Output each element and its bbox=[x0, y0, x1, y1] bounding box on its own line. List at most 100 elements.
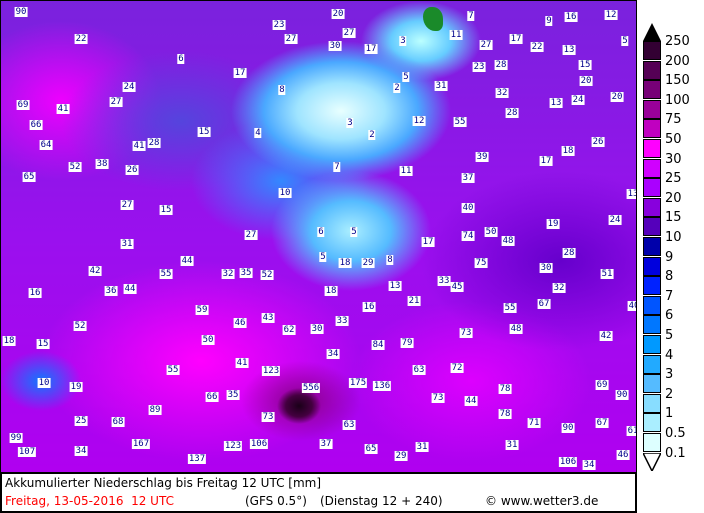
precip-value-label: 34 bbox=[326, 349, 340, 359]
legend-level-label: 6 bbox=[665, 308, 674, 324]
legend-level-label: 1 bbox=[665, 406, 674, 422]
precip-value-label: 24 bbox=[608, 215, 622, 225]
legend-level-label: 2 bbox=[665, 386, 674, 402]
legend-swatch bbox=[643, 158, 661, 178]
legend-level-label: 10 bbox=[665, 230, 682, 245]
precip-value-label: 37 bbox=[319, 439, 333, 449]
precip-value-label: 37 bbox=[461, 173, 475, 183]
precip-value-label: 17 bbox=[364, 44, 378, 54]
island-marker bbox=[423, 7, 443, 31]
precip-value-label: 78 bbox=[498, 409, 512, 419]
legend-swatch bbox=[643, 197, 661, 217]
legend-swatch bbox=[643, 139, 661, 158]
precip-value-label: 63 bbox=[412, 365, 426, 375]
precip-value-label: 12 bbox=[604, 10, 618, 20]
copyright: © www.wetter3.de bbox=[485, 494, 599, 508]
legend-swatch bbox=[643, 80, 661, 100]
precip-value-label: 13 bbox=[388, 281, 402, 291]
precip-value-label: 123 bbox=[223, 441, 243, 451]
legend-swatch bbox=[643, 393, 661, 413]
precip-value-label: 72 bbox=[450, 363, 464, 373]
precip-value-label: 17 bbox=[233, 68, 247, 78]
precip-value-label: 9 bbox=[545, 16, 553, 26]
precip-value-label: 51 bbox=[600, 269, 614, 279]
precip-value-label: 25 bbox=[74, 416, 88, 426]
precip-value-label: 3 bbox=[346, 118, 354, 128]
precip-value-label: 65 bbox=[22, 172, 36, 182]
precip-value-label: 42 bbox=[88, 266, 102, 276]
precip-value-label: 68 bbox=[111, 417, 125, 427]
precip-value-label: 32 bbox=[221, 269, 235, 279]
precip-value-label: 16 bbox=[564, 12, 578, 22]
precip-value-label: 16 bbox=[362, 302, 376, 312]
precip-value-label: 74 bbox=[461, 231, 475, 241]
legend-swatch bbox=[643, 256, 661, 276]
precip-value-label: 35 bbox=[239, 268, 253, 278]
precip-value-label: 55 bbox=[503, 303, 517, 313]
precip-value-label: 11 bbox=[399, 166, 413, 176]
precip-value-label: 30 bbox=[539, 263, 553, 273]
precip-value-label: 84 bbox=[371, 340, 385, 350]
legend-swatch bbox=[643, 295, 661, 315]
precip-value-label: 43 bbox=[261, 313, 275, 323]
precip-value-label: 35 bbox=[226, 390, 240, 400]
precip-value-label: 30 bbox=[328, 41, 342, 51]
precip-value-label: 39 bbox=[475, 152, 489, 162]
precip-value-label: 106 bbox=[249, 439, 269, 449]
legend-bottom-arrow bbox=[643, 452, 661, 471]
precip-value-label: 15 bbox=[36, 339, 50, 349]
legend-level-label: 4 bbox=[665, 347, 674, 363]
precip-value-label: 79 bbox=[400, 338, 414, 348]
precip-value-label: 5 bbox=[402, 72, 410, 82]
precip-value-label: 18 bbox=[338, 258, 352, 268]
precipitation-map: 90 20 7 9 16 12 23 27 27 3 11 27 17 22 13 5 22 6 30 17 23 28 1… bbox=[0, 0, 637, 473]
precip-value-label: 45 bbox=[450, 282, 464, 292]
legend-level-label: 30 bbox=[665, 151, 682, 167]
precip-value-label: 2 bbox=[368, 130, 376, 140]
precip-value-label: 63 bbox=[342, 420, 356, 430]
precip-value-label: 31 bbox=[505, 440, 519, 450]
legend-swatch bbox=[643, 217, 661, 237]
precip-value-label: 5 bbox=[319, 252, 327, 262]
precip-value-label: 90 bbox=[14, 7, 28, 17]
precip-value-label: 28 bbox=[147, 138, 161, 148]
precip-value-label: 55 bbox=[159, 269, 173, 279]
precip-value-label: 71 bbox=[527, 418, 541, 428]
legend-top-arrow bbox=[643, 23, 661, 41]
precip-value-label: 15 bbox=[159, 205, 173, 215]
precip-value-label: 22 bbox=[74, 34, 88, 44]
precip-value-label: 18 bbox=[324, 286, 338, 296]
precip-value-label: 73 bbox=[431, 393, 445, 403]
precip-value-label: 73 bbox=[459, 328, 473, 338]
precip-value-label: 13 bbox=[549, 98, 563, 108]
precip-value-label: 21 bbox=[407, 296, 421, 306]
precip-value-label: 136 bbox=[372, 381, 392, 391]
precip-value-label: 26 bbox=[591, 137, 605, 147]
legend-level-label: 25 bbox=[665, 171, 682, 187]
precip-value-label: 4 bbox=[254, 128, 262, 138]
precip-value-label: 18 bbox=[2, 336, 16, 346]
precip-value-label: 106 bbox=[558, 457, 578, 467]
precip-value-label: 17 bbox=[509, 34, 523, 44]
precip-value-label: 46 bbox=[616, 450, 630, 460]
precip-value-label: 31 bbox=[434, 81, 448, 91]
precip-value-label: 75 bbox=[474, 258, 488, 268]
legend-level-label: 0.5 bbox=[665, 426, 686, 441]
precip-value-label: 66 bbox=[205, 392, 219, 402]
legend-level-label: 0.1 bbox=[665, 445, 686, 461]
precip-value-label: 23 bbox=[472, 62, 486, 72]
precip-value-label: 11 bbox=[449, 30, 463, 40]
precip-value-label: 20 bbox=[331, 9, 345, 19]
precip-value-label: 175 bbox=[348, 378, 368, 388]
precip-value-label: 31 bbox=[120, 239, 134, 249]
precip-value-label: 27 bbox=[109, 97, 123, 107]
legend-swatch bbox=[643, 413, 661, 433]
precip-value-label: 33 bbox=[335, 316, 349, 326]
precip-value-label: 5 bbox=[621, 36, 629, 46]
precip-value-label: 28 bbox=[494, 60, 508, 70]
precip-value-label: 19 bbox=[546, 219, 560, 229]
precip-value-label: 24 bbox=[571, 95, 585, 105]
precip-value-label: 62 bbox=[282, 325, 296, 335]
precip-value-label: 3 bbox=[399, 36, 407, 46]
precip-value-label: 123 bbox=[261, 366, 281, 376]
